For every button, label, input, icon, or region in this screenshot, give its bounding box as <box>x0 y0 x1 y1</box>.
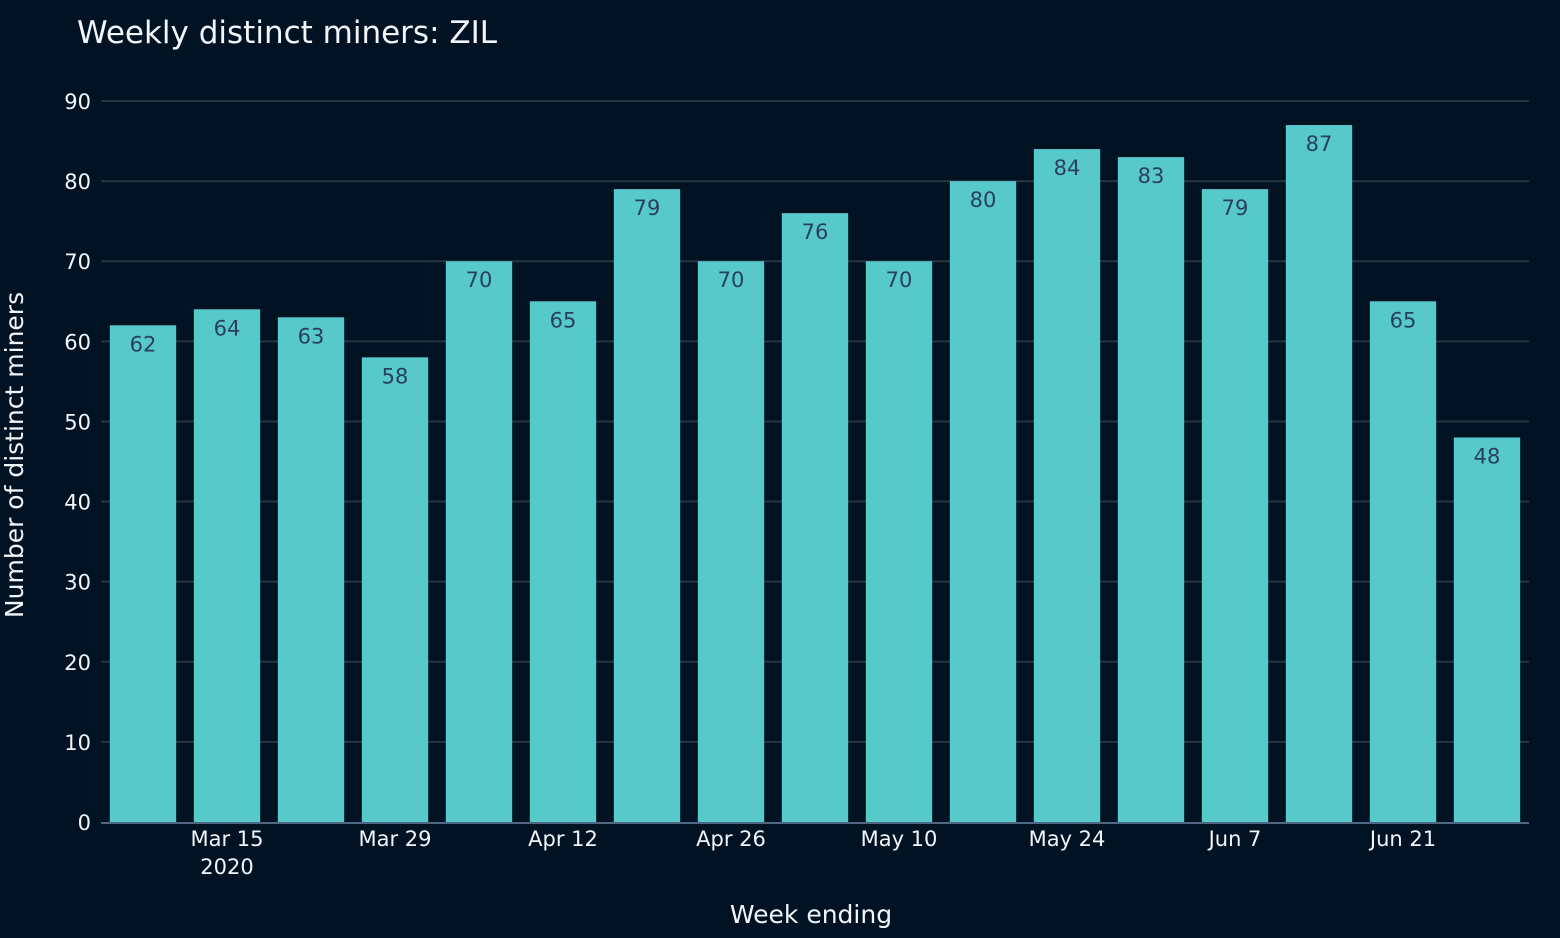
chart-title: Weekly distinct miners: ZIL <box>77 15 498 51</box>
x-axis: Mar 15 2020 Mar 29 Apr 12 Apr 26 May 10 May 24… <box>101 822 1529 879</box>
bar <box>109 325 177 822</box>
bar-value-label: 64 <box>214 316 241 340</box>
y-tick-label: 0 <box>78 811 91 835</box>
x-tick-label: Jun 21 <box>1368 827 1436 851</box>
bar <box>193 309 261 822</box>
bars <box>109 125 1521 823</box>
y-axis-title: Number of distinct miners <box>0 292 29 618</box>
x-tick-label: Mar 29 <box>358 827 431 851</box>
y-axis: 0 10 20 30 40 50 60 70 80 90 <box>64 90 91 835</box>
x-axis-title: Week ending <box>730 900 892 929</box>
x-tick-label: Apr 26 <box>696 827 766 851</box>
bar-value-label: 87 <box>1306 132 1333 156</box>
bar <box>613 189 681 823</box>
y-tick-label: 20 <box>64 651 91 675</box>
bar-value-label: 70 <box>718 268 745 292</box>
bar <box>361 357 429 822</box>
bar-value-label: 70 <box>466 268 493 292</box>
bar <box>445 261 513 822</box>
bar-value-label: 63 <box>298 324 325 348</box>
y-tick-label: 30 <box>64 571 91 595</box>
bar-value-label: 70 <box>886 268 913 292</box>
y-tick-label: 60 <box>64 330 91 354</box>
bar <box>781 213 849 823</box>
bar-value-label: 65 <box>550 308 577 332</box>
x-tick-label: Apr 12 <box>528 827 598 851</box>
y-tick-label: 80 <box>64 170 91 194</box>
bar <box>1117 157 1185 823</box>
y-tick-label: 40 <box>64 491 91 515</box>
x-tick-sublabel: 2020 <box>200 855 253 879</box>
bar-value-label: 48 <box>1474 444 1501 468</box>
bar <box>1453 437 1521 822</box>
y-tick-label: 70 <box>64 250 91 274</box>
x-tick-label: Jun 7 <box>1207 827 1262 851</box>
y-tick-label: 10 <box>64 731 91 755</box>
bar-value-label: 58 <box>382 364 409 388</box>
x-tick-label: Mar 15 <box>190 827 263 851</box>
bar <box>697 261 765 822</box>
bar-value-label: 83 <box>1138 164 1165 188</box>
bar <box>1201 189 1269 823</box>
bar <box>277 317 345 822</box>
bar-value-label: 65 <box>1390 308 1417 332</box>
bar-value-label: 80 <box>970 188 997 212</box>
x-tick-label: May 24 <box>1029 827 1106 851</box>
bar <box>1285 125 1353 823</box>
x-tick-label: May 10 <box>861 827 938 851</box>
bar-value-label: 62 <box>130 332 157 356</box>
y-tick-label: 90 <box>64 90 91 114</box>
bar-value-labels: 62 64 63 58 70 65 79 70 76 70 80 84 83 79 87 65 48 <box>130 132 1501 468</box>
bar-value-label: 79 <box>1222 196 1249 220</box>
bar <box>949 181 1017 823</box>
bar <box>529 301 597 822</box>
bar <box>1033 149 1101 823</box>
bar <box>865 261 933 822</box>
bar-value-label: 84 <box>1054 156 1081 180</box>
y-tick-label: 50 <box>64 410 91 434</box>
bar-value-label: 76 <box>802 220 829 244</box>
bar-value-label: 79 <box>634 196 661 220</box>
bar <box>1369 301 1437 822</box>
